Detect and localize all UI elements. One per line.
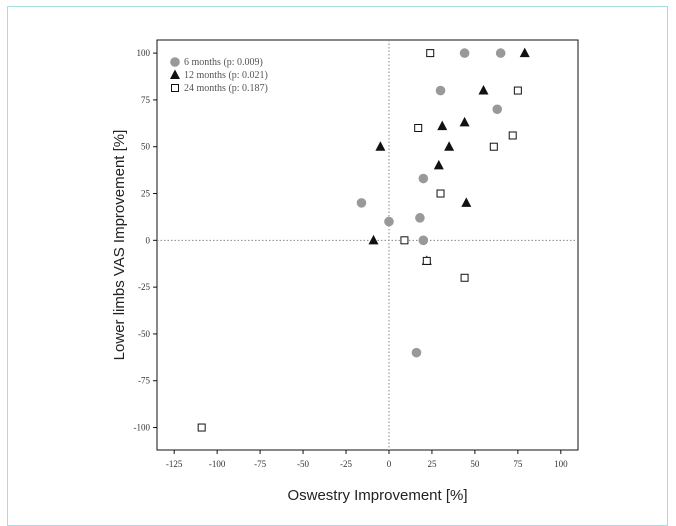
- legend: 6 months (p: 0.009) 12 months (p: 0.021) 2…: [170, 57, 268, 94]
- data-point: [435, 85, 446, 96]
- data-point: [460, 273, 469, 282]
- y-tick-label: 75: [141, 95, 151, 105]
- x-tick-label: 100: [554, 459, 568, 469]
- data-point: [418, 173, 429, 184]
- data-point: [492, 104, 503, 115]
- data-point: [519, 47, 530, 58]
- data-point: [375, 141, 386, 151]
- data-point: [415, 213, 425, 223]
- legend-label: 12 months (p: 0.021): [184, 70, 268, 81]
- data-point: [437, 120, 448, 131]
- data-point: [368, 234, 379, 245]
- x-tick-label: 50: [470, 459, 480, 469]
- y-tick-label: 50: [141, 142, 151, 152]
- y-tick-label: 25: [141, 189, 151, 199]
- data-point: [508, 131, 517, 140]
- legend-marker: [171, 84, 179, 92]
- data-point: [414, 123, 423, 132]
- data-point: [418, 235, 429, 246]
- y-axis-ticks: -100 -75 -50 -25 0 25 50 75 100: [134, 48, 157, 433]
- y-tick-label: -100: [134, 423, 151, 433]
- series-2: [368, 47, 530, 265]
- x-tick-label: -50: [297, 459, 309, 469]
- x-tick-label: 0: [387, 459, 392, 469]
- data-point: [384, 216, 394, 227]
- x-axis-ticks: -125 -100 -75 -50 -25 0 25 50 75 100: [166, 450, 568, 469]
- series-1: [356, 48, 506, 358]
- y-tick-label: -75: [138, 376, 150, 386]
- x-tick-label: 75: [513, 459, 523, 469]
- data-point: [426, 49, 435, 58]
- x-tick-label: -125: [166, 459, 183, 469]
- data-point: [495, 48, 506, 58]
- data-point: [422, 256, 431, 265]
- x-tick-label: 25: [427, 459, 437, 469]
- legend-marker: [170, 57, 180, 67]
- legend-label: 6 months (p: 0.009): [184, 57, 263, 68]
- y-tick-label: 0: [146, 235, 151, 245]
- x-tick-label: -100: [209, 459, 226, 469]
- data-point: [411, 347, 422, 358]
- y-tick-label: 100: [137, 48, 151, 58]
- data-point: [459, 48, 470, 58]
- data-point: [356, 198, 367, 208]
- plot-area: [156, 39, 579, 451]
- data-point: [400, 236, 409, 245]
- series-3: [197, 49, 522, 432]
- data-point: [461, 197, 472, 207]
- y-tick-label: -50: [138, 329, 150, 339]
- scatter-chart: -125 -100 -75 -50 -25 0 25 50 75 100 -100 -75 -50 -2…: [111, 39, 579, 504]
- data-point: [436, 189, 445, 198]
- y-tick-label: -25: [138, 282, 150, 292]
- x-tick-label: -25: [340, 459, 352, 469]
- data-point: [513, 86, 522, 95]
- legend-label: 24 months (p: 0.187): [184, 83, 268, 94]
- data-point: [444, 141, 455, 151]
- data-points: [197, 47, 530, 432]
- data-point: [433, 159, 444, 170]
- data-point: [197, 423, 206, 432]
- data-point: [478, 85, 489, 95]
- data-point: [459, 116, 470, 127]
- legend-marker: [170, 69, 180, 79]
- y-axis-label: Lower limbs VAS Improvement [%]: [111, 130, 128, 361]
- x-axis-label: Oswestry Improvement [%]: [287, 487, 467, 504]
- x-tick-label: -75: [254, 459, 266, 469]
- data-point: [489, 142, 498, 151]
